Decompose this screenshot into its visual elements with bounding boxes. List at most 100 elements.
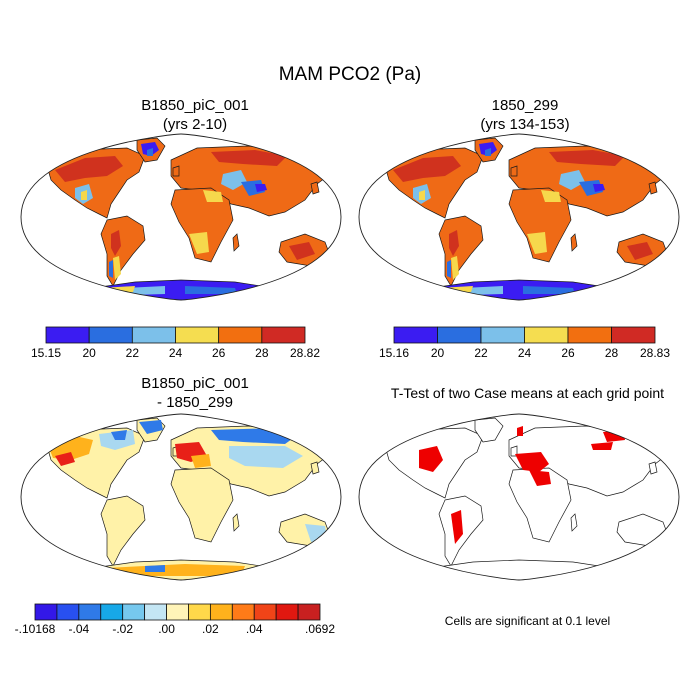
region-greenland-cold: [139, 420, 163, 434]
map-boundary: [20, 413, 342, 581]
colorbar-tick-label: 26: [561, 346, 575, 360]
colorbar-tick-label: 28.83: [639, 346, 671, 360]
panel-title-case2-line2: (yrs 134-153): [480, 116, 570, 133]
colorbar-case1: [45, 326, 306, 344]
region-antarctica-warm: [105, 564, 245, 576]
colorbar-segment: [188, 603, 211, 621]
colorbar-segment: [45, 326, 90, 344]
colorbar-tick-label: 28: [255, 346, 269, 360]
region-amazon: [449, 230, 459, 256]
map-boundary: [358, 133, 680, 301]
colorbar-segment: [88, 326, 133, 344]
region-south-africa: [527, 232, 547, 254]
landmass-africa: [508, 467, 572, 543]
colorbar-segment: [175, 326, 220, 344]
region-alaska-hot: [55, 452, 75, 466]
region-siberia: [549, 150, 625, 166]
colorbar-tick-label: 24: [168, 346, 183, 360]
landmass-australia: [616, 513, 670, 547]
landmass-samerica: [438, 215, 484, 287]
region-amazon: [111, 230, 121, 256]
panel-title-diff: B1850_piC_001 - 1850_299: [35, 374, 355, 412]
landmass-uk: [172, 165, 180, 177]
colorbar-tick-label: -.10168: [14, 622, 56, 636]
landmass-japan: [648, 461, 658, 475]
landmass-greenland: [474, 417, 504, 443]
region-himalaya: [593, 184, 605, 192]
panel-title-ttest: T-Test of two Case means at each grid po…: [390, 385, 665, 401]
region-us-dry: [419, 190, 425, 200]
landmass-madagascar: [232, 233, 240, 252]
colorbar-segment: [34, 603, 58, 621]
colorbar-tick-label: -.02: [112, 622, 134, 636]
map-boundary: [358, 413, 680, 581]
landmass-antarctica: [77, 279, 289, 300]
landmass-japan: [310, 461, 320, 475]
region-patagonia: [451, 256, 459, 280]
region-south-africa: [189, 232, 209, 254]
region-arabia: [203, 190, 223, 202]
colorbar-tick-label: 20: [430, 346, 445, 360]
region-central-asia: [559, 170, 585, 190]
landmass-samerica: [100, 215, 146, 287]
landmass-africa: [170, 467, 234, 543]
region-alaska-warm: [49, 436, 93, 460]
colorbar-tick-label: .04: [245, 622, 263, 636]
colorbar-tick-label: 28: [604, 346, 619, 360]
colorbar-segment: [567, 326, 612, 344]
sig-siberia: [603, 430, 625, 442]
map-diff: [20, 413, 342, 581]
colorbar-diff-labels: -.10168 -.04 -.02 .00 .02 .04 .0692: [15, 622, 335, 638]
colorbar-segment: [56, 603, 80, 621]
landmass-africa: [170, 187, 234, 263]
region-central-asia: [221, 170, 247, 190]
figure-title: MAM PCO2 (Pa): [278, 64, 422, 85]
colorbar-tick-label: 20: [82, 346, 96, 360]
colorbar-tick-label: 28.82: [289, 346, 321, 360]
landmass-madagascar: [232, 513, 240, 532]
map-boundary: [20, 133, 342, 301]
region-andes: [447, 260, 451, 278]
colorbar-segment: [253, 603, 277, 621]
landmass-madagascar: [570, 513, 578, 532]
colorbar-segment: [218, 326, 263, 344]
region-andes: [109, 260, 113, 278]
colorbar-tick-label: 15.15: [30, 346, 62, 360]
region-siberia: [211, 150, 287, 166]
panel-title-case2-line1: 1850_299: [491, 97, 559, 114]
landmass-antarctica: [415, 559, 627, 580]
colorbar-case2: [393, 326, 656, 344]
colorbar-segment: [231, 603, 255, 621]
colorbar-segment: [524, 326, 569, 344]
panel-title-case1-line2: (yrs 2-10): [162, 116, 228, 133]
region-mediterranean: [191, 454, 211, 468]
sig-central-asia: [591, 442, 613, 450]
colorbar-tick-label: .02: [202, 622, 219, 636]
sig-north-africa: [515, 452, 549, 472]
region-canada-cold: [111, 430, 127, 440]
panel-title-case2: 1850_299 (yrs 134-153): [365, 96, 685, 134]
colorbar-segment: [209, 603, 233, 621]
map-case2: [358, 133, 680, 301]
region-canada: [55, 156, 123, 182]
colorbar-segment: [275, 603, 299, 621]
landmass-madagascar: [570, 233, 578, 252]
colorbar-tick-label: 22: [125, 346, 140, 360]
region-greenland-edge: [147, 148, 153, 156]
region-canada: [393, 156, 461, 182]
region-himalaya: [255, 184, 267, 192]
panel-title-case1: B1850_piC_001 (yrs 2-10): [35, 96, 355, 134]
colorbar-segment: [480, 326, 525, 344]
map-case1: [20, 133, 342, 301]
colorbar-tick-label: 15.16: [378, 346, 410, 360]
sig-south-america: [451, 510, 463, 544]
colorbar-tick-label: 22: [474, 346, 488, 360]
landmass-samerica: [100, 495, 146, 567]
colorbar-tick-label: .00: [158, 622, 175, 636]
colorbar-segment: [78, 603, 102, 621]
region-arabia: [541, 190, 561, 202]
region-australia-interior: [627, 242, 653, 260]
colorbar-segment: [122, 603, 146, 621]
colorbar-segment: [393, 326, 438, 344]
region-australia-interior: [289, 242, 315, 260]
